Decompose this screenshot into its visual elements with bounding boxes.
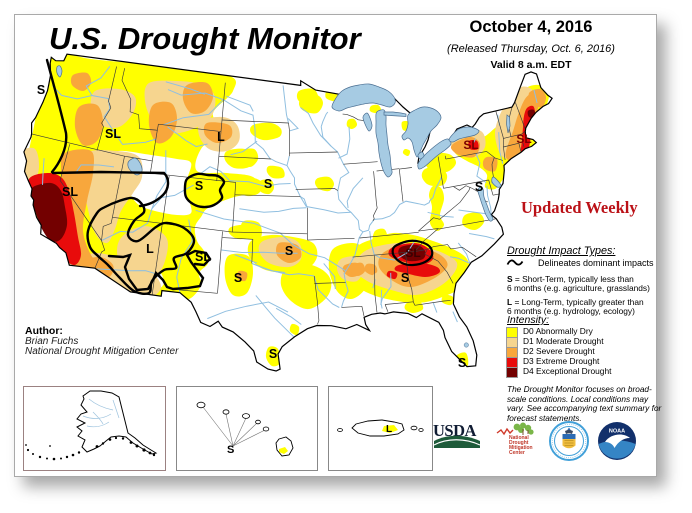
svg-text:SL: SL xyxy=(516,132,531,146)
svg-text:S: S xyxy=(195,179,203,193)
svg-text:SL: SL xyxy=(463,138,478,152)
svg-text:S: S xyxy=(37,83,45,97)
svg-text:SL: SL xyxy=(195,250,211,264)
svg-text:National: National xyxy=(509,435,529,441)
svg-text:S: S xyxy=(227,444,234,456)
svg-text:S: S xyxy=(264,177,272,191)
svg-text:L: L xyxy=(146,242,154,256)
svg-text:S: S xyxy=(234,271,242,285)
svg-text:S: S xyxy=(401,271,409,285)
svg-text:SL: SL xyxy=(62,185,78,199)
svg-text:USDA: USDA xyxy=(433,422,477,440)
svg-text:L: L xyxy=(217,130,225,144)
svg-text:S: S xyxy=(458,356,466,370)
svg-text:L: L xyxy=(386,424,392,435)
svg-text:Center: Center xyxy=(509,450,525,456)
svg-text:NOAA: NOAA xyxy=(609,429,625,435)
svg-text:Mitigation: Mitigation xyxy=(509,445,533,451)
svg-text:S: S xyxy=(285,244,293,258)
svg-text:S: S xyxy=(269,347,277,361)
svg-text:SL: SL xyxy=(405,246,420,260)
svg-text:Drought: Drought xyxy=(509,440,529,446)
svg-text:S: S xyxy=(475,180,483,194)
svg-text:SL: SL xyxy=(105,127,121,141)
